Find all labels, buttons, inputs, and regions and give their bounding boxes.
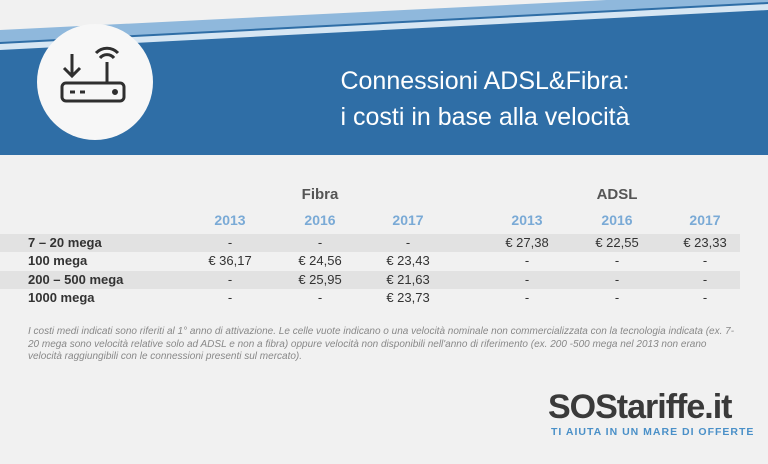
title-line: Connessioni ADSL&Fibra: bbox=[340, 67, 630, 95]
price-cell: € 24,56 bbox=[298, 253, 342, 269]
price-cell: - bbox=[524, 271, 530, 287]
row-label: 200 – 500 mega bbox=[28, 271, 124, 287]
price-cell: - bbox=[227, 271, 233, 287]
price-cell: - bbox=[614, 289, 620, 305]
row-label: 7 – 20 mega bbox=[28, 235, 102, 250]
price-cell: - bbox=[614, 271, 620, 287]
price-cell: - bbox=[524, 253, 530, 269]
price-cell: € 23,33 bbox=[683, 235, 727, 250]
row-label: 1000 mega bbox=[28, 289, 95, 305]
year-header: 2017 bbox=[689, 212, 721, 228]
price-cell: - bbox=[317, 289, 323, 305]
logo: SOStariffe.it bbox=[548, 388, 732, 426]
title-line: i costi in base alla velocità bbox=[340, 103, 630, 131]
stripe bbox=[0, 0, 768, 42]
table-row bbox=[0, 234, 740, 252]
price-cell: € 25,95 bbox=[298, 271, 342, 287]
table-row bbox=[0, 270, 740, 289]
year-header: 2016 bbox=[601, 212, 633, 228]
price-cell: € 21,63 bbox=[386, 271, 430, 287]
year-header: 2013 bbox=[511, 212, 543, 228]
price-cell: € 23,73 bbox=[386, 289, 430, 305]
price-cell: - bbox=[524, 289, 530, 305]
price-cell: - bbox=[702, 253, 708, 269]
price-cell: - bbox=[227, 235, 233, 250]
price-cell: - bbox=[702, 289, 708, 305]
price-cell: € 23,43 bbox=[386, 253, 430, 269]
row-label: 100 mega bbox=[28, 253, 88, 269]
price-cell: € 22,55 bbox=[595, 235, 639, 250]
footnote: I costi medi indicati sono riferiti al 1… bbox=[28, 326, 735, 362]
price-cell: - bbox=[702, 271, 708, 287]
year-header: 2016 bbox=[304, 212, 336, 228]
router-icon bbox=[60, 46, 126, 103]
price-cell: € 36,17 bbox=[208, 253, 252, 269]
stripe bbox=[0, 4, 768, 50]
year-header: 2017 bbox=[392, 212, 424, 228]
group-header: Fibra bbox=[301, 186, 339, 203]
price-cell: - bbox=[227, 289, 233, 305]
price-cell: - bbox=[317, 235, 323, 250]
price-cell: - bbox=[405, 235, 411, 250]
year-header: 2013 bbox=[214, 212, 246, 228]
group-header: ADSL bbox=[596, 186, 638, 203]
price-cell: € 27,38 bbox=[505, 235, 549, 250]
price-cell: - bbox=[614, 253, 620, 269]
logo-tagline: TI AIUTA IN UN MARE DI OFFERTE bbox=[551, 426, 755, 438]
